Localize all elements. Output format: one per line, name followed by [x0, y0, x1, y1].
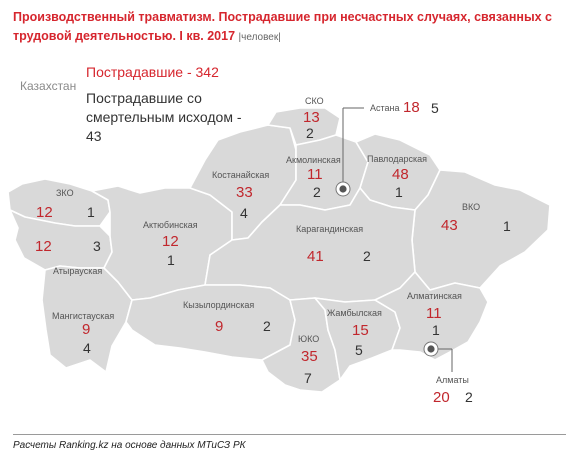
- region-fatal-almaty: 2: [465, 389, 473, 405]
- region-fatal-mangistau: 4: [83, 340, 91, 356]
- region-name-karaganda: Карагандинская: [296, 224, 364, 234]
- region-injured-sko: 13: [303, 109, 320, 126]
- region-name-sko: СКО: [305, 96, 324, 106]
- region-fatal-akmola: 2: [313, 184, 321, 200]
- total-fatal-label: Пострадавшие со смертельным исходом - 43: [86, 90, 242, 144]
- region-injured-akmola: 11: [307, 166, 323, 183]
- region-name-vko: ВКО: [462, 202, 481, 212]
- region-shape-vko: [411, 169, 551, 291]
- region-name-astana: Астана: [370, 103, 400, 113]
- region-fatal-kostanay: 4: [240, 205, 248, 221]
- region-fatal-zhambyl: 5: [355, 342, 363, 358]
- region-name-almaty: Алматы: [436, 375, 469, 385]
- region-fatal-almaty-obl: 1: [432, 322, 440, 338]
- total-injured-label: Пострадавшие - 342: [86, 64, 219, 80]
- country-label: Казахстан: [20, 79, 77, 93]
- region-fatal-vko: 1: [503, 218, 511, 234]
- region-fatal-pavlodar: 1: [395, 184, 403, 200]
- page-title: Производственный травматизм. Пострадавши…: [13, 8, 568, 47]
- region-injured-zko: 12: [36, 204, 53, 221]
- footer-divider: [13, 434, 566, 435]
- region-fatal-atyrau: 3: [93, 238, 101, 254]
- region-injured-almaty-obl: 11: [426, 305, 442, 322]
- region-shape-sko: [267, 107, 341, 146]
- region-name-akmola: Акмолинская: [286, 155, 341, 165]
- region-name-almaty-obl: Алматинская: [407, 291, 462, 301]
- region-name-zhambyl: Жамбылская: [327, 308, 382, 318]
- title-unit: |человек|: [238, 32, 281, 43]
- region-name-atyrau: Атырауская: [53, 266, 103, 276]
- region-injured-astana: 18: [403, 99, 420, 116]
- region-injured-karaganda: 41: [307, 248, 324, 265]
- region-injured-uko: 35: [301, 348, 318, 365]
- region-injured-mangistau: 9: [82, 321, 91, 338]
- region-injured-pavlodar: 48: [392, 166, 409, 183]
- region-name-pavlodar: Павлодарская: [367, 154, 427, 164]
- region-fatal-zko: 1: [87, 204, 95, 220]
- region-name-kostanay: Костанайская: [212, 170, 270, 180]
- region-name-mangistau: Мангистауская: [52, 311, 115, 321]
- region-fatal-uko: 7: [304, 370, 312, 386]
- source-note: Расчеты Ranking.kz на основе данных МТиС…: [13, 440, 246, 451]
- region-fatal-aktobe: 1: [167, 252, 175, 268]
- region-injured-kostanay: 33: [236, 184, 253, 201]
- region-shape-mangistau: [41, 265, 133, 373]
- title-text: Производственный травматизм. Пострадавши…: [13, 10, 553, 43]
- region-name-uko: ЮКО: [298, 334, 320, 344]
- region-shape-almaty-obl: [374, 271, 489, 361]
- region-injured-vko: 43: [441, 217, 458, 234]
- region-fatal-astana: 5: [431, 100, 439, 116]
- region-injured-atyrau: 12: [35, 238, 52, 255]
- region-injured-almaty: 20: [433, 389, 450, 406]
- region-injured-zhambyl: 15: [352, 322, 369, 339]
- region-name-aktobe: Актюбинская: [143, 220, 198, 230]
- region-fatal-kyzylorda: 2: [263, 318, 271, 334]
- region-fatal-sko: 2: [306, 125, 314, 141]
- region-name-zko: ЗКО: [56, 188, 74, 198]
- region-fatal-karaganda: 2: [363, 248, 371, 264]
- region-name-kyzylorda: Кызылординская: [183, 300, 255, 310]
- region-injured-kyzylorda: 9: [215, 318, 224, 335]
- region-injured-aktobe: 12: [162, 233, 179, 250]
